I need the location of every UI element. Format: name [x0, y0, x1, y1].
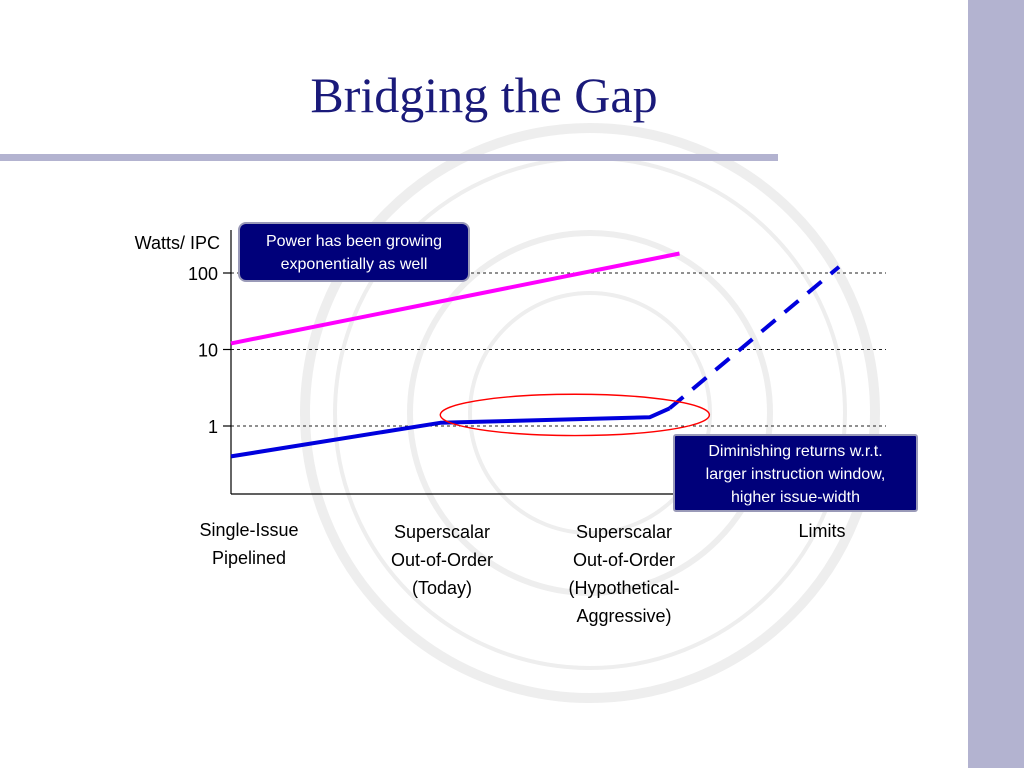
power-callout-line: exponentially as well [280, 256, 428, 273]
series-line-2 [668, 265, 841, 410]
x-tick-label: Out-of-Order [390, 550, 494, 570]
diminishing-returns-callout: Diminishing returns w.r.t. larger instru… [673, 434, 918, 512]
x-tick-label: Aggressive) [576, 606, 672, 626]
title-divider [0, 154, 778, 161]
x-tick-label: Superscalar [393, 522, 491, 542]
x-category-superscalar-hypothetical: Superscalar Out-of-Order (Hypothetical- … [544, 518, 704, 630]
x-category-superscalar-today: Superscalar Out-of-Order (Today) [362, 518, 522, 602]
x-tick-label: Out-of-Order [572, 550, 676, 570]
y-tick-label: 100 [188, 264, 218, 284]
diminishing-callout-line: larger instruction window, [705, 466, 886, 483]
diminishing-callout-line: Diminishing returns w.r.t. [708, 443, 883, 460]
chart-series [230, 251, 841, 459]
x-tick-label: Limits [798, 521, 846, 541]
y-tick-label: 10 [198, 341, 218, 361]
series-line-0 [230, 251, 680, 346]
y-axis-label: Watts/ IPC [135, 233, 220, 253]
chart-grid [231, 272, 886, 427]
right-accent-bar [968, 0, 1024, 768]
x-tick-label: (Today) [411, 578, 473, 598]
power-callout-line: Power has been growing [265, 233, 443, 250]
x-tick-label: Pipelined [211, 548, 287, 568]
x-tick-label: Superscalar [575, 522, 673, 542]
power-callout: Power has been growing exponentially as … [238, 222, 470, 282]
highlight-ellipse [439, 393, 711, 437]
y-tick-label: 1 [208, 417, 218, 437]
x-category-limits: Limits [742, 517, 902, 545]
slide-title: Bridging the Gap [310, 67, 658, 123]
diminishing-callout-line: higher issue-width [731, 489, 860, 506]
x-category-single-issue: Single-Issue Pipelined [169, 516, 329, 572]
chart: Watts/ IPC 1 10 100 [135, 230, 886, 495]
x-tick-label: Single-Issue [199, 520, 299, 540]
series-line-1 [230, 406, 671, 459]
y-ticks: 1 10 100 [188, 264, 231, 437]
x-tick-label: (Hypothetical- [568, 578, 680, 598]
